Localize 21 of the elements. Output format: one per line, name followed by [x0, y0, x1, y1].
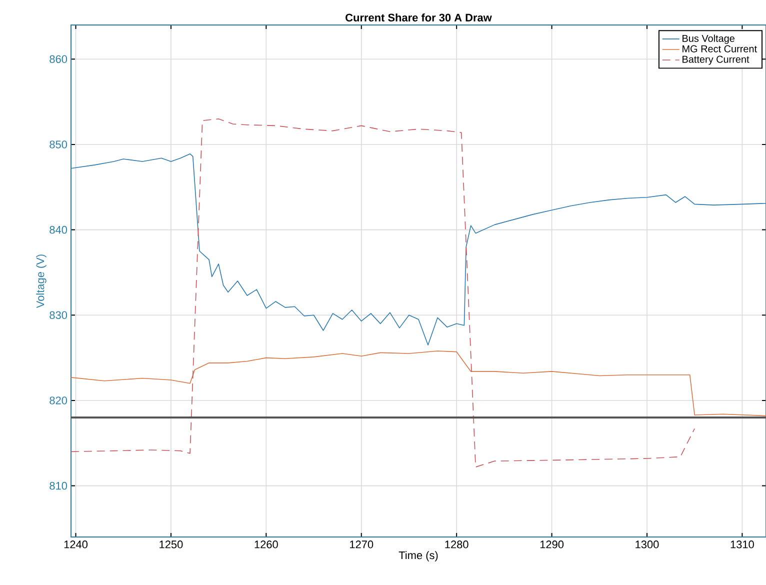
y-tick-label: 860 [50, 55, 68, 64]
x-tick-label: 1240 [64, 540, 88, 548]
chart-title: Current Share for 30 A Draw [346, 13, 492, 22]
x-tick-label: 1310 [730, 540, 754, 548]
y-tick-label: 820 [50, 396, 68, 404]
legend-label: MG Rect Current [682, 45, 757, 52]
x-tick-label: 1280 [445, 540, 468, 548]
legend-label: Battery Current [682, 56, 750, 65]
x-tick-label: 1290 [540, 540, 564, 548]
y-tick-label: 810 [50, 482, 68, 490]
x-tick-label: 1260 [254, 540, 278, 548]
legend-label: Bus Voltage [682, 34, 734, 44]
x-tick-label: 1270 [350, 540, 374, 548]
x-tick-label: 1300 [636, 540, 659, 548]
y-tick-label: 850 [50, 140, 68, 148]
x-axis-title: Time (s) [398, 551, 438, 562]
y-axis-title: Voltage (V) [36, 254, 46, 308]
y-tick-label: 830 [50, 311, 68, 320]
y-tick-label: 840 [50, 226, 68, 234]
x-tick-label: 1250 [160, 540, 183, 548]
line-series [71, 118, 695, 468]
